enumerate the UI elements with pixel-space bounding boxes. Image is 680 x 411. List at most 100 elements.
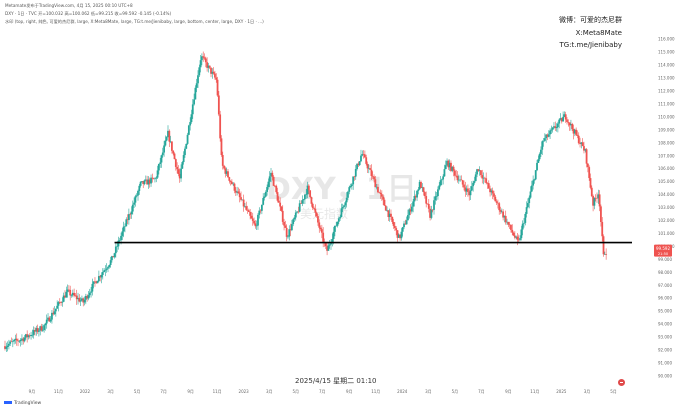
y-tick-label: 109.000: [658, 127, 675, 132]
candle-body: [263, 196, 266, 199]
time-axis: 9月 11月 2022 3月 5月 7月 9月 11月 2023 3月 5月 7月 9月 11月 2024 3…: [29, 389, 617, 394]
x-tick-label: 3月: [425, 389, 432, 394]
candle-body: [207, 65, 210, 68]
candle-body: [221, 155, 224, 166]
candle-body: [373, 176, 375, 180]
candle-body: [322, 232, 325, 242]
candle-body: [516, 236, 519, 240]
candle-body: [13, 340, 16, 342]
candle-body: [367, 168, 370, 169]
candle-body: [211, 71, 214, 74]
candle-body: [202, 56, 205, 58]
candle-body: [48, 317, 51, 322]
candle-body: [177, 169, 180, 174]
candle-body: [461, 180, 464, 185]
candle-body: [302, 199, 305, 201]
candle-body: [507, 221, 510, 225]
candle-body: [53, 311, 56, 315]
candle-body: [594, 197, 597, 199]
candle-body: [57, 302, 60, 306]
x-tick-label: 11月: [530, 389, 539, 394]
candle-body: [396, 230, 399, 238]
candle-body: [306, 185, 309, 195]
flag-icon[interactable]: [618, 379, 625, 386]
candle-body: [300, 203, 302, 204]
candle-body: [448, 162, 451, 168]
candle-body: [116, 246, 119, 247]
candle-body: [238, 193, 241, 198]
candle-body: [184, 148, 186, 156]
candle-body: [142, 181, 145, 185]
candle-body: [4, 346, 6, 349]
candle-body: [347, 191, 349, 198]
candle-body: [506, 221, 508, 223]
candle-body: [374, 179, 377, 188]
candle-body: [447, 160, 450, 168]
candle-body: [228, 177, 231, 181]
candle-body: [320, 229, 323, 233]
candle-body: [10, 341, 13, 343]
candle-body: [103, 270, 106, 273]
candle-body: [382, 196, 385, 200]
candle-body: [51, 312, 53, 320]
candle-body: [73, 292, 76, 296]
candle-body: [546, 134, 549, 137]
candle-body: [156, 170, 159, 178]
candle-body: [593, 197, 596, 206]
candle-body: [588, 167, 591, 179]
candle-body: [26, 334, 29, 338]
candle-body: [603, 254, 606, 255]
candle-body: [44, 323, 47, 326]
candle-body: [230, 181, 233, 185]
candle-body: [521, 223, 524, 230]
candle-body: [77, 297, 79, 300]
candle-body: [24, 334, 27, 338]
candle-body: [460, 179, 463, 181]
candle-body: [563, 114, 566, 117]
candle-body: [30, 335, 32, 337]
candle-body: [530, 185, 533, 192]
candle-body: [114, 246, 117, 254]
x-tick-label: 7月: [319, 389, 326, 394]
candle-body: [568, 122, 571, 126]
candle-body: [137, 190, 139, 196]
ohlc-legend[interactable]: DXY · 1日 · TVC 开=100.032 高=100.062 低=99.…: [5, 11, 172, 16]
y-tick-label: 90.000: [658, 373, 672, 378]
candle-body: [433, 200, 435, 210]
candle-body: [532, 180, 535, 186]
candle-body: [426, 203, 429, 205]
candle-body: [491, 190, 494, 194]
candle-body: [19, 339, 22, 342]
candle-body: [185, 143, 188, 149]
candle-body: [577, 135, 580, 144]
watermark-indicator-legend[interactable]: 水印 (top, right, 纯色, 可爱的杰尼群, large, X:Met…: [5, 19, 264, 24]
candle-body: [97, 276, 100, 282]
y-tick-label: 97.000: [658, 283, 672, 288]
candle-body: [469, 190, 472, 196]
candle-body: [201, 56, 203, 61]
candle-body: [387, 210, 390, 218]
x-tick-label: 11月: [213, 389, 222, 394]
candle-body: [562, 116, 565, 122]
y-tick-label: 92.000: [658, 348, 672, 353]
candle-body: [551, 127, 554, 130]
candle-body: [383, 199, 386, 206]
candle-body: [553, 126, 555, 128]
candle-body: [223, 165, 225, 169]
x-tick-label: 5月: [610, 389, 617, 394]
tradingview-logo-icon: [4, 401, 12, 404]
price-tag-countdown: 21:50: [658, 252, 669, 256]
x-tick-label: 2025: [556, 389, 567, 394]
candle-body: [575, 129, 578, 135]
candle-body: [567, 122, 570, 123]
candle-body: [165, 137, 168, 141]
tradingview-logo[interactable]: TradingView: [4, 401, 41, 406]
candle-body: [315, 212, 318, 217]
candle-body: [289, 229, 292, 231]
candle-body: [397, 234, 400, 238]
candle-body: [131, 204, 134, 212]
candle-body: [251, 218, 254, 221]
candle-body: [538, 153, 541, 160]
candle-body: [187, 125, 190, 135]
